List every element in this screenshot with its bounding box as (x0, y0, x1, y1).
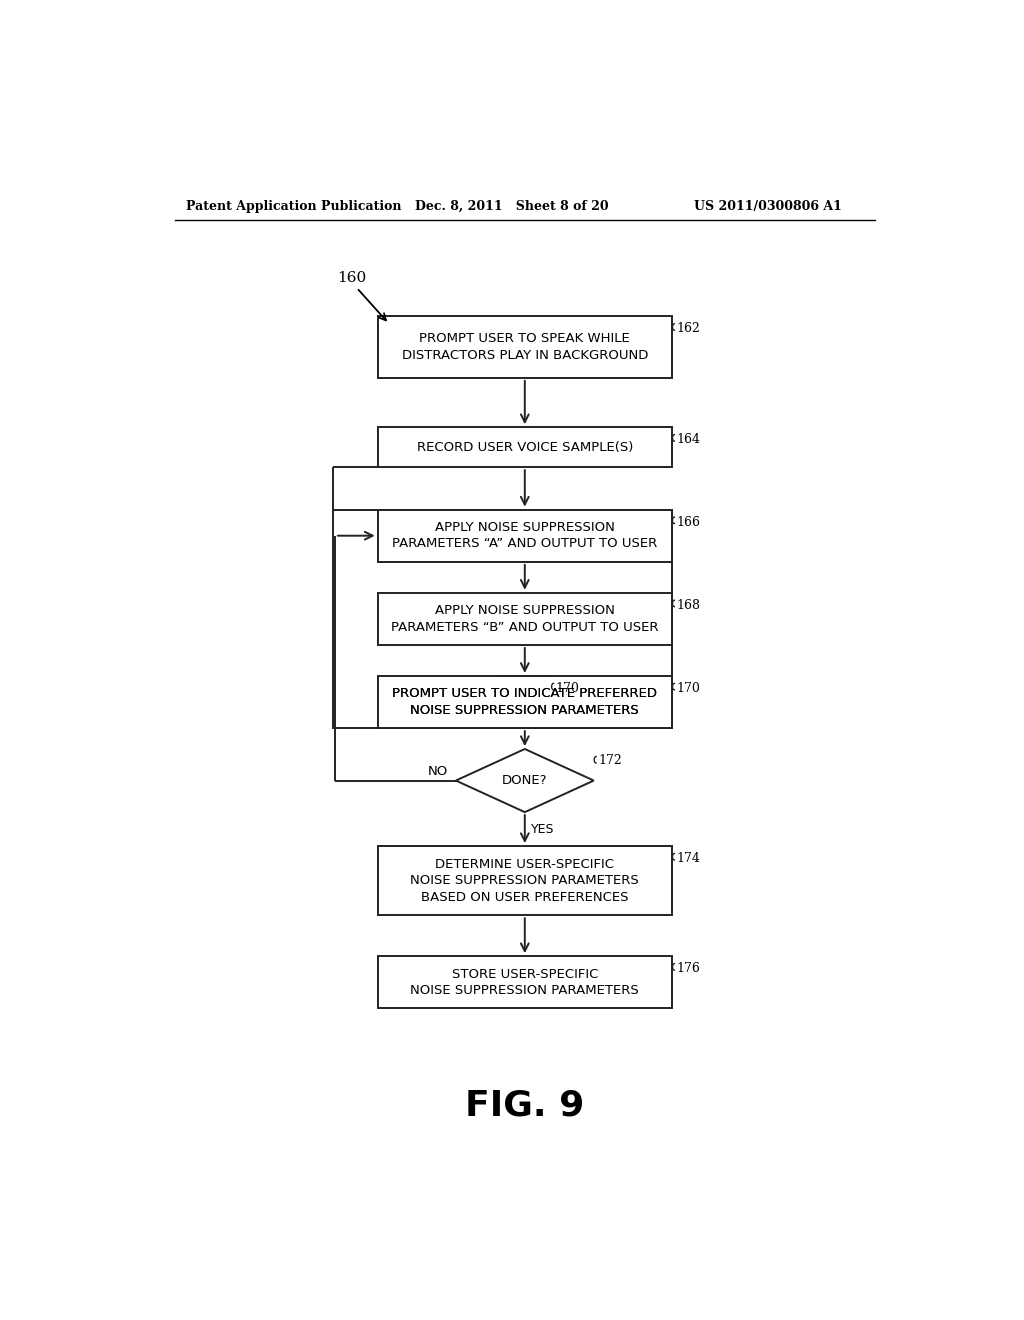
Text: 162: 162 (677, 322, 700, 335)
Text: 166: 166 (677, 516, 700, 529)
Bar (378, 317, 672, 378)
Text: 164: 164 (677, 433, 700, 446)
Text: 172: 172 (598, 754, 623, 767)
Text: 176: 176 (677, 962, 700, 975)
Text: US 2011/0300806 A1: US 2011/0300806 A1 (693, 199, 842, 213)
Text: FIG. 9: FIG. 9 (465, 1089, 585, 1122)
Text: 160: 160 (337, 271, 367, 285)
Text: RECORD USER VOICE SAMPLE(S): RECORD USER VOICE SAMPLE(S) (417, 441, 633, 454)
Text: DONE?: DONE? (502, 774, 548, 787)
Text: PROMPT USER TO INDICATE PREFERRED
NOISE SUPPRESSION PARAMETERS: PROMPT USER TO INDICATE PREFERRED NOISE … (392, 688, 657, 717)
Text: Patent Application Publication: Patent Application Publication (186, 199, 401, 213)
Bar (378, 956, 672, 1008)
Text: PROMPT USER TO SPEAK WHILE
DISTRACTORS PLAY IN BACKGROUND: PROMPT USER TO SPEAK WHILE DISTRACTORS P… (401, 333, 648, 362)
Bar (378, 428, 672, 467)
Text: 170: 170 (677, 682, 700, 696)
Text: 170: 170 (556, 682, 580, 696)
Text: 174: 174 (677, 853, 700, 865)
Polygon shape (456, 748, 594, 812)
Bar (378, 510, 672, 562)
Text: NO: NO (428, 764, 449, 777)
Text: YES: YES (531, 822, 555, 836)
Bar (499, 676, 551, 729)
Text: DETERMINE USER-SPECIFIC
NOISE SUPPRESSION PARAMETERS
BASED ON USER PREFERENCES: DETERMINE USER-SPECIFIC NOISE SUPPRESSIO… (411, 858, 639, 904)
Text: Dec. 8, 2011   Sheet 8 of 20: Dec. 8, 2011 Sheet 8 of 20 (415, 199, 608, 213)
Text: 168: 168 (677, 599, 700, 612)
Text: APPLY NOISE SUPPRESSION
PARAMETERS “B” AND OUTPUT TO USER: APPLY NOISE SUPPRESSION PARAMETERS “B” A… (391, 605, 658, 634)
Text: APPLY NOISE SUPPRESSION
PARAMETERS “A” AND OUTPUT TO USER: APPLY NOISE SUPPRESSION PARAMETERS “A” A… (392, 521, 657, 550)
Bar (334, 510, 672, 729)
Text: PROMPT USER TO INDICATE PREFERRED
NOISE SUPPRESSION PARAMETERS: PROMPT USER TO INDICATE PREFERRED NOISE … (392, 688, 657, 717)
Text: STORE USER-SPECIFIC
NOISE SUPPRESSION PARAMETERS: STORE USER-SPECIFIC NOISE SUPPRESSION PA… (411, 968, 639, 997)
Bar (378, 676, 672, 729)
Bar (378, 846, 672, 915)
Bar (378, 593, 672, 645)
